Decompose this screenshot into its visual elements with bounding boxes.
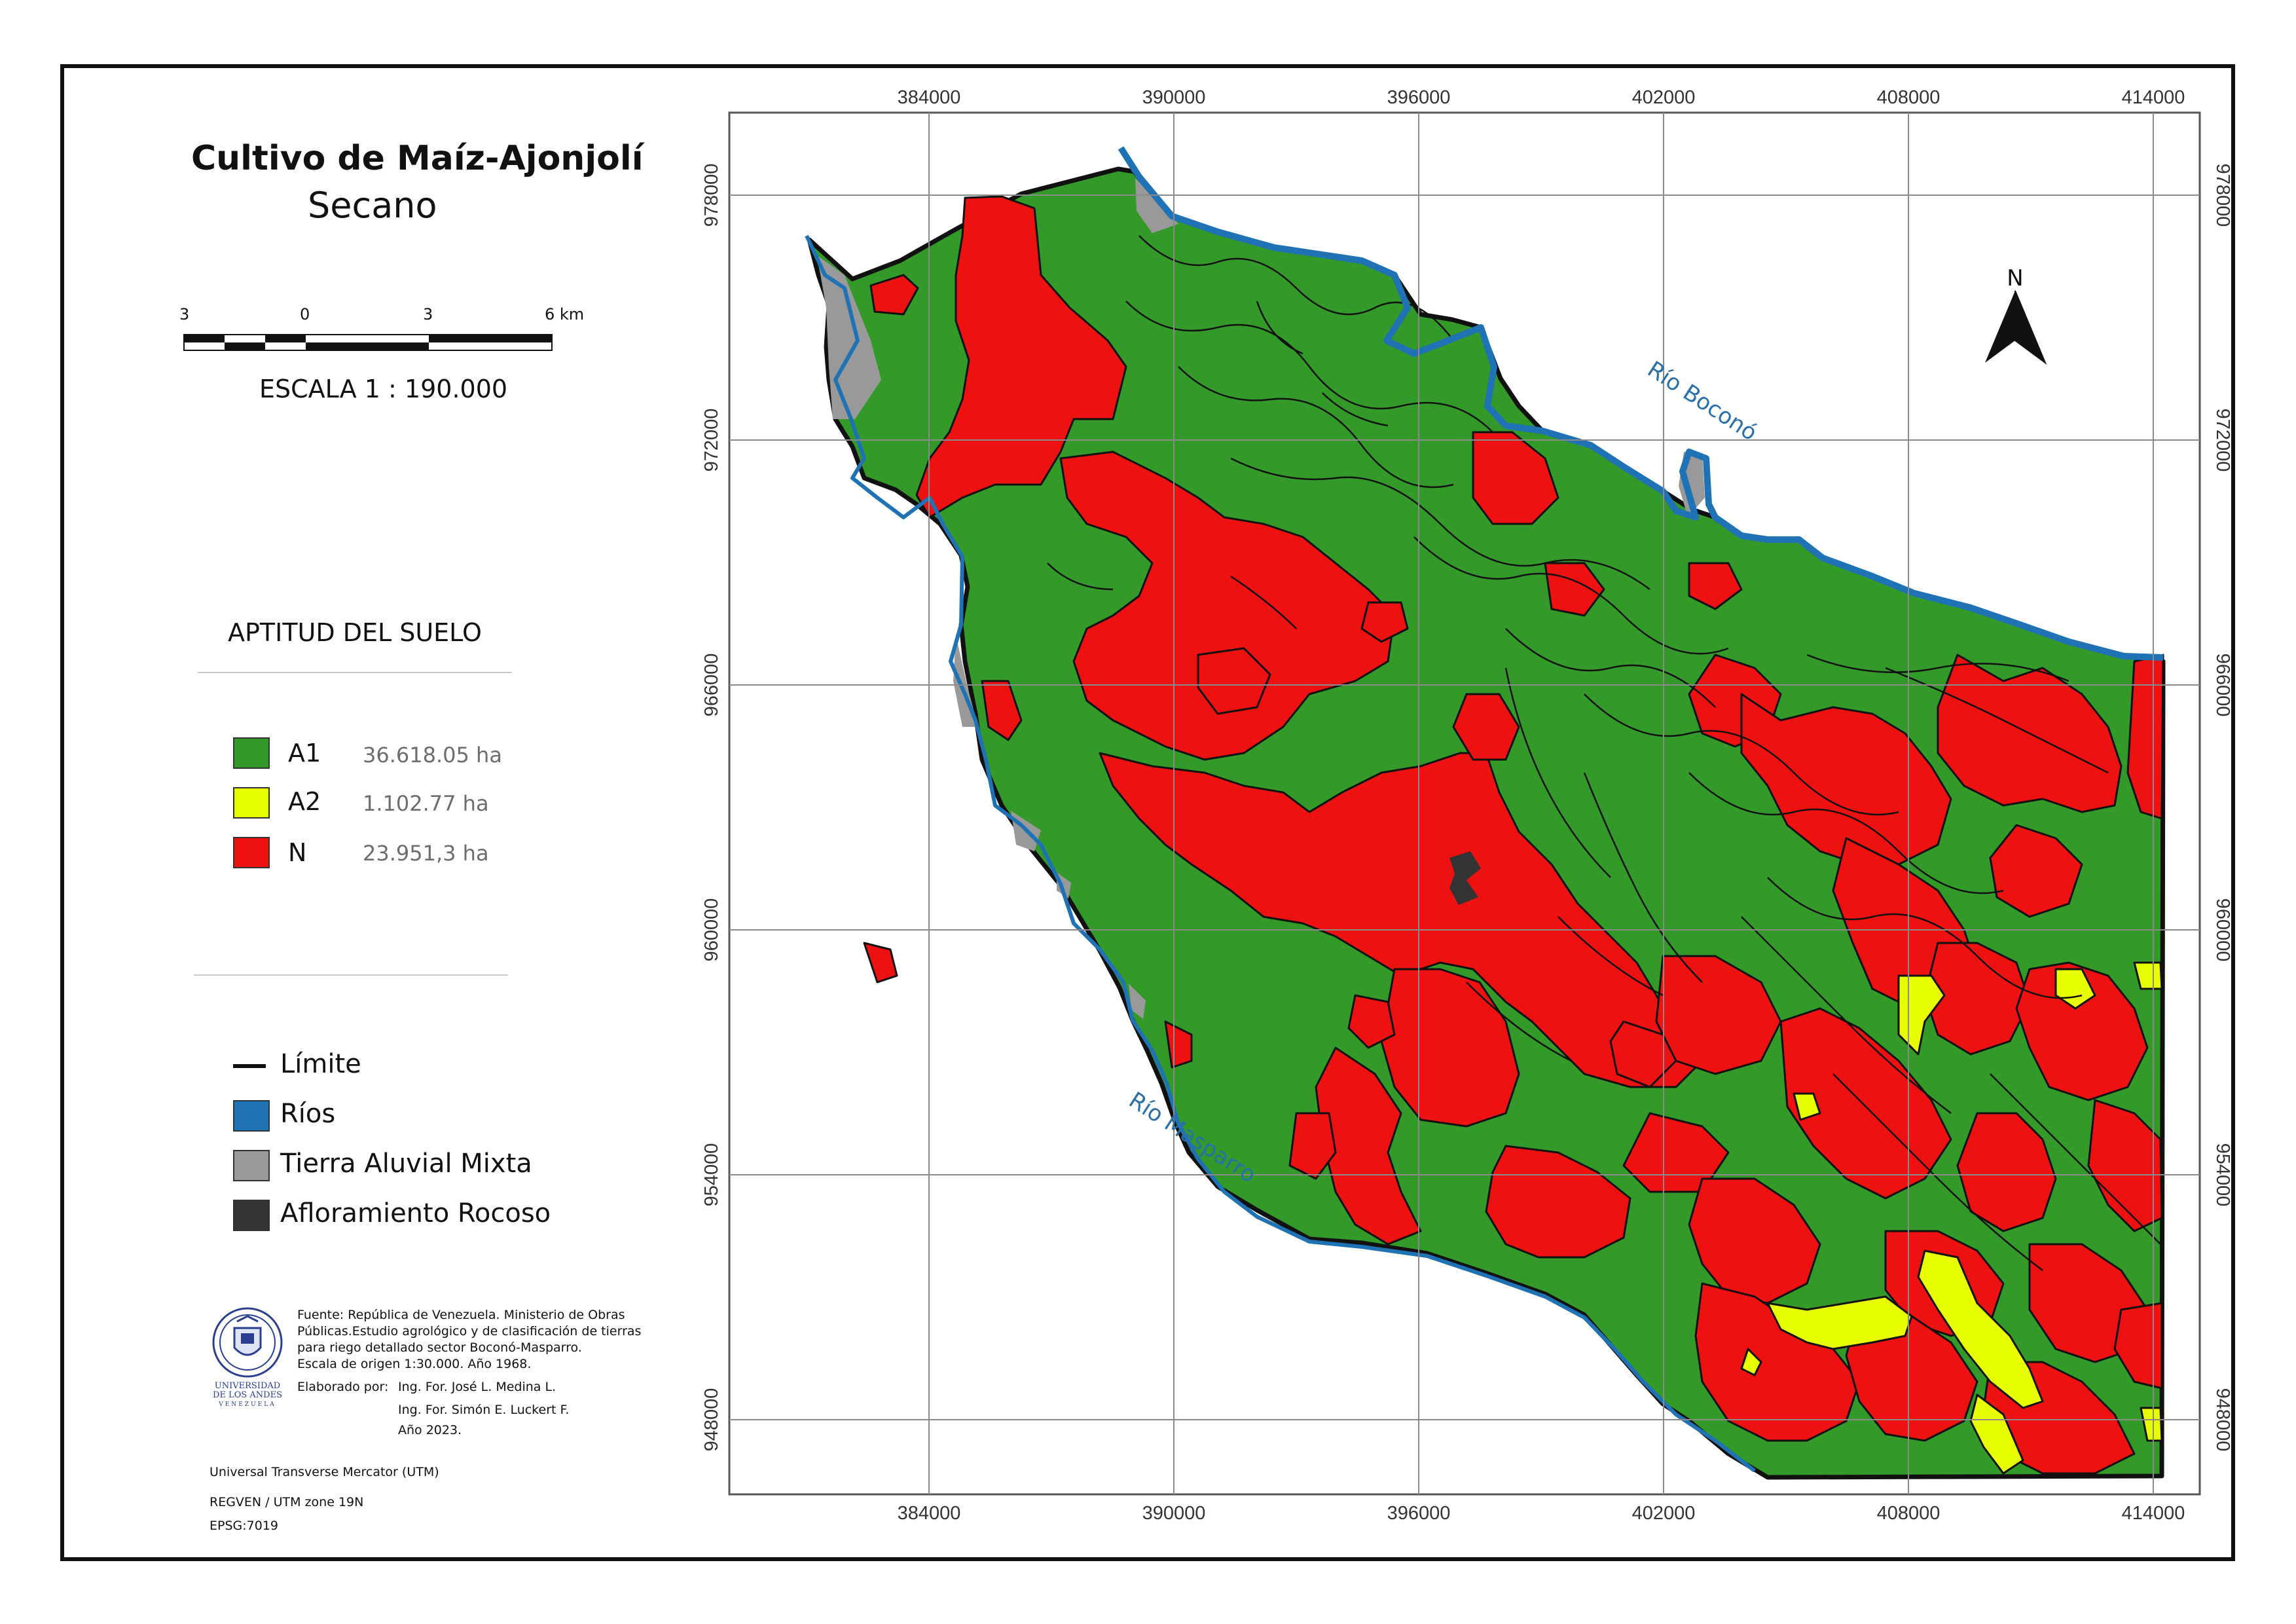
- map-title: Cultivo de Maíz-Ajonjolí: [191, 139, 644, 178]
- legend-class-code: N: [288, 838, 307, 867]
- legend-swatch-n: [233, 837, 270, 868]
- y-tick-label: 954000: [2212, 1143, 2233, 1207]
- x-tick-label: 414000: [2122, 1503, 2185, 1524]
- scale-label: 3: [423, 305, 433, 323]
- x-tick-label: 384000: [898, 1503, 961, 1524]
- legend-feature-label: Tierra Aluvial Mixta: [280, 1149, 532, 1179]
- river-masparro: [805, 234, 1756, 1473]
- y-tick-label: 948000: [701, 1388, 722, 1452]
- y-tick-label: 948000: [2212, 1388, 2233, 1452]
- scale-bar-graphic: [183, 334, 553, 351]
- boundary-line-symbol: [233, 1064, 266, 1068]
- legend-swatch-rock: [233, 1200, 270, 1231]
- legend-feature-label: Afloramiento Rocoso: [280, 1198, 551, 1228]
- author-line: Año 2023.: [398, 1423, 462, 1437]
- author-line: Ing. For. José L. Medina L.: [398, 1380, 556, 1394]
- scale-text: ESCALA 1 : 190.000: [259, 375, 508, 403]
- legend-swatch-a1: [233, 737, 270, 769]
- legend-feature-label: Límite: [280, 1049, 361, 1079]
- legend-swatch-rivers: [233, 1100, 270, 1132]
- map-subtitle: Secano: [308, 185, 437, 226]
- scale-label: 6 km: [545, 305, 585, 323]
- legend-class-code: A1: [288, 739, 321, 767]
- logo-text: VENEZUELA: [219, 1401, 276, 1408]
- x-tick-label: 408000: [1877, 1503, 1941, 1524]
- north-arrow-icon: N: [1985, 265, 2047, 365]
- source-line: Escala de origen 1:30.000. Año 1968.: [297, 1357, 532, 1371]
- y-tick-label: 972000: [2212, 409, 2233, 472]
- y-tick-label: 972000: [701, 409, 722, 472]
- made-by-label: Elaborado por:: [297, 1380, 389, 1394]
- scale-label: 0: [300, 305, 310, 323]
- scale-label: 3: [179, 305, 190, 323]
- y-axis-right: 978000 972000 966000 960000 954000 94800…: [2212, 164, 2233, 1452]
- author-line: Ing. For. Simón E. Luckert F.: [398, 1403, 570, 1417]
- x-tick-label: 396000: [1387, 1503, 1451, 1524]
- projection-line: REGVEN / UTM zone 19N: [210, 1495, 364, 1509]
- legend-feature-label: Ríos: [280, 1099, 336, 1129]
- projection-line: EPSG:7019: [210, 1519, 279, 1533]
- y-tick-label: 978000: [701, 164, 722, 227]
- alluvial-patches: [817, 178, 1705, 1019]
- x-tick-label: 414000: [2122, 87, 2185, 108]
- map-grid: [729, 113, 2200, 1494]
- x-tick-label: 408000: [1877, 87, 1941, 108]
- y-tick-label: 966000: [2212, 654, 2233, 717]
- legend-class-area: 36.618.05 ha: [363, 743, 502, 767]
- north-label: N: [2007, 265, 2023, 291]
- x-axis-top: 384000 390000 396000 402000 408000 41400…: [898, 87, 2185, 108]
- y-tick-label: 978000: [2212, 164, 2233, 227]
- class-n-polygons: [863, 195, 2164, 1475]
- logo-text: UNIVERSIDAD: [214, 1381, 281, 1391]
- y-tick-label: 954000: [701, 1143, 722, 1207]
- y-tick-label: 960000: [701, 898, 722, 962]
- university-logo: UNIVERSIDAD DE LOS ANDES VENEZUELA: [211, 1306, 284, 1408]
- legend-swatch-a2: [233, 787, 270, 819]
- legend-class-code: A2: [288, 787, 321, 816]
- source-line: Públicas.Estudio agrológico y de clasifi…: [297, 1324, 642, 1338]
- x-tick-label: 384000: [898, 87, 961, 108]
- x-tick-label: 402000: [1632, 1503, 1696, 1524]
- source-text: Fuente: República de Venezuela. Minister…: [297, 1307, 641, 1373]
- source-line: Fuente: República de Venezuela. Minister…: [297, 1308, 625, 1322]
- university-seal-icon: [212, 1307, 283, 1378]
- y-tick-label: 966000: [701, 654, 722, 717]
- y-tick-label: 960000: [2212, 898, 2233, 962]
- source-line: para riego detallado sector Boconó-Maspa…: [297, 1340, 582, 1355]
- x-tick-label: 396000: [1387, 87, 1451, 108]
- x-tick-label: 390000: [1142, 87, 1206, 108]
- x-tick-label: 390000: [1142, 1503, 1206, 1524]
- x-tick-label: 402000: [1632, 87, 1696, 108]
- y-axis-left: 978000 972000 966000 960000 954000 94800…: [701, 164, 722, 1452]
- map-frame: [60, 64, 2235, 1561]
- legend-class-area: 23.951,3 ha: [363, 841, 489, 866]
- x-axis-bottom: 384000 390000 396000 402000 408000 41400…: [898, 1503, 2185, 1524]
- legend-heading: APTITUD DEL SUELO: [228, 618, 482, 647]
- soil-unit-lines: [1047, 235, 2161, 1271]
- legend-separator: [194, 974, 508, 976]
- projection-line: Universal Transverse Mercator (UTM): [210, 1465, 439, 1479]
- logo-text: DE LOS ANDES: [213, 1390, 282, 1400]
- legend-swatch-alluvial: [233, 1150, 270, 1181]
- legend-separator: [198, 672, 512, 673]
- legend-class-area: 1.102.77 ha: [363, 791, 489, 816]
- rock-outcrop: [1449, 851, 1481, 905]
